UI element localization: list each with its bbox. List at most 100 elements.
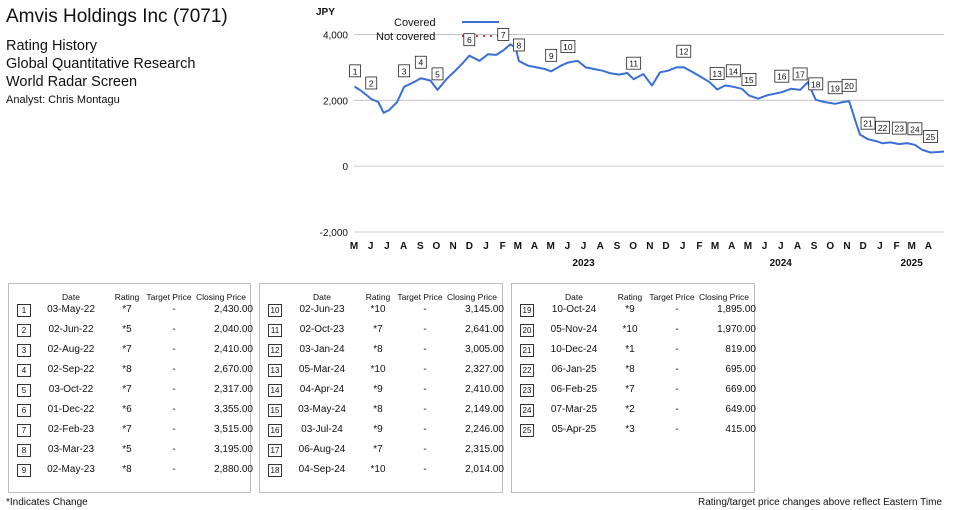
row-closing-price: 2,149.00 bbox=[465, 404, 504, 415]
row-number: 23 bbox=[520, 384, 534, 397]
row-date: 06-Jan-25 bbox=[551, 364, 597, 375]
row-closing-price: 2,317.00 bbox=[214, 384, 253, 395]
row-number: 2 bbox=[17, 324, 31, 337]
row-date: 10-Dec-24 bbox=[550, 344, 598, 355]
row-date: 07-Mar-25 bbox=[550, 404, 598, 415]
x-tick-label: A bbox=[531, 241, 538, 252]
rating-marker-box bbox=[907, 122, 923, 136]
row-closing-price: 2,327.00 bbox=[465, 364, 504, 375]
year-label: 2023 bbox=[572, 258, 595, 269]
table-row: 16 03-Jul-24 *9 - 2,246.00 bbox=[260, 424, 504, 438]
row-target-price: - bbox=[675, 404, 679, 415]
row-date: 02-Sep-22 bbox=[47, 364, 95, 375]
footnote-change: *Indicates Change bbox=[6, 497, 88, 508]
x-tick-label: S bbox=[417, 241, 424, 252]
row-number: 9 bbox=[17, 464, 31, 477]
table-row: 17 06-Aug-24 *7 - 2,315.00 bbox=[260, 444, 504, 458]
rating-marker-label: 8 bbox=[517, 40, 522, 50]
row-closing-price: 695.00 bbox=[725, 364, 756, 375]
rating-marker-box bbox=[676, 44, 692, 58]
table-row: 23 06-Feb-25 *7 - 669.00 bbox=[512, 384, 756, 398]
legend-label-covered: Covered bbox=[394, 17, 436, 29]
rating-marker-label: 18 bbox=[811, 79, 821, 89]
x-tick-label: J bbox=[778, 241, 784, 252]
row-rating: *10 bbox=[622, 324, 638, 335]
x-tick-label: A bbox=[728, 241, 735, 252]
x-tick-label: O bbox=[433, 241, 441, 252]
table-row: 5 03-Oct-22 *7 - 2,317.00 bbox=[9, 384, 253, 398]
row-number: 24 bbox=[520, 404, 534, 417]
rating-marker-box bbox=[860, 116, 876, 130]
row-rating: *7 bbox=[625, 384, 635, 395]
row-target-price: - bbox=[172, 344, 176, 355]
row-target-price: - bbox=[423, 424, 427, 435]
row-number: 10 bbox=[268, 304, 282, 317]
row-target-price: - bbox=[423, 444, 427, 455]
header-date: Date bbox=[62, 292, 80, 302]
y-tick-label: 2,000 bbox=[323, 96, 348, 107]
table-row: 10 02-Jun-23 *10 - 3,145.00 bbox=[260, 304, 504, 318]
x-tick-label: M bbox=[907, 241, 915, 252]
row-number: 16 bbox=[268, 424, 282, 437]
row-date: 03-May-22 bbox=[47, 304, 95, 315]
header-rating: Rating bbox=[365, 292, 391, 302]
header-date: Date bbox=[313, 292, 331, 302]
row-rating: *6 bbox=[122, 404, 132, 415]
row-rating: *7 bbox=[122, 424, 132, 435]
header-rating: Rating bbox=[114, 292, 140, 302]
row-rating: *10 bbox=[370, 304, 386, 315]
x-tick-label: J bbox=[368, 241, 374, 252]
rating-marker-label: 20 bbox=[844, 81, 854, 91]
x-tick-label: O bbox=[629, 241, 637, 252]
x-tick-label: J bbox=[483, 241, 489, 252]
rating-marker-label: 23 bbox=[895, 124, 905, 134]
y-tick-label: 0 bbox=[342, 162, 348, 173]
x-tick-label: A bbox=[925, 241, 932, 252]
footnote-time: Rating/target price changes above reflec… bbox=[697, 497, 942, 508]
row-rating: *7 bbox=[122, 344, 132, 355]
x-tick-label: J bbox=[680, 241, 686, 252]
row-date: 04-Sep-24 bbox=[298, 464, 346, 475]
row-date: 03-Jul-24 bbox=[301, 424, 343, 435]
row-date: 05-Nov-24 bbox=[550, 324, 598, 335]
x-tick-label: M bbox=[514, 241, 522, 252]
y-tick-label: -2,000 bbox=[320, 228, 349, 239]
row-closing-price: 2,014.00 bbox=[465, 464, 504, 475]
rating-table-3: Date Rating Target Price Closing Price 19 10-… bbox=[511, 283, 756, 493]
row-number: 15 bbox=[268, 404, 282, 417]
table-row: 11 02-Oct-23 *7 - 2,641.00 bbox=[260, 324, 504, 338]
table-row: 2 02-Jun-22 *5 - 2,040.00 bbox=[9, 324, 253, 338]
row-target-price: - bbox=[172, 324, 176, 335]
row-rating: *9 bbox=[373, 424, 383, 435]
rating-marker-label: 6 bbox=[467, 35, 472, 45]
row-closing-price: 2,430.00 bbox=[214, 304, 253, 315]
table-row: 24 07-Mar-25 *2 - 649.00 bbox=[512, 404, 756, 418]
row-closing-price: 3,355.00 bbox=[214, 404, 253, 415]
row-date: 01-Dec-22 bbox=[47, 404, 95, 415]
table-row: 3 02-Aug-22 *7 - 2,410.00 bbox=[9, 344, 253, 358]
row-number: 21 bbox=[520, 344, 534, 357]
row-closing-price: 669.00 bbox=[725, 384, 756, 395]
rating-marker-box bbox=[463, 33, 476, 47]
row-target-price: - bbox=[675, 304, 679, 315]
row-date: 02-Aug-22 bbox=[47, 344, 95, 355]
row-target-price: - bbox=[172, 384, 176, 395]
rating-marker-label: 15 bbox=[744, 75, 754, 85]
table-row: 13 05-Mar-24 *10 - 2,327.00 bbox=[260, 364, 504, 378]
row-closing-price: 1,970.00 bbox=[717, 324, 756, 335]
table-row: 18 04-Sep-24 *10 - 2,014.00 bbox=[260, 464, 504, 478]
table-row: 19 10-Oct-24 *9 - 1,895.00 bbox=[512, 304, 756, 318]
row-rating: *8 bbox=[373, 404, 383, 415]
row-closing-price: 2,246.00 bbox=[465, 424, 504, 435]
row-target-price: - bbox=[423, 364, 427, 375]
row-number: 11 bbox=[268, 324, 282, 337]
rating-marker-label: 10 bbox=[563, 42, 573, 52]
rating-marker-box bbox=[349, 64, 361, 78]
row-rating: *1 bbox=[625, 344, 635, 355]
y-tick-label: 4,000 bbox=[323, 30, 348, 41]
rating-marker-label: 4 bbox=[418, 58, 423, 68]
row-date: 03-Oct-22 bbox=[48, 384, 94, 395]
x-tick-label: A bbox=[794, 241, 801, 252]
rating-table-2: Date Rating Target Price Closing Price 10 02-… bbox=[259, 283, 504, 493]
report-subtitle-3: World Radar Screen bbox=[6, 74, 138, 90]
